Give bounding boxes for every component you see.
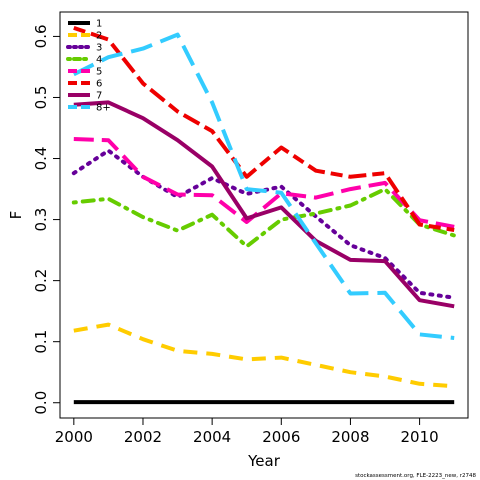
series-line-6 bbox=[73, 26, 455, 232]
y-tick-label: 0.6 bbox=[32, 24, 50, 48]
y-tick-label: 0.0 bbox=[32, 391, 50, 415]
series-line-5 bbox=[73, 137, 455, 229]
y-axis-title: F bbox=[7, 211, 25, 220]
y-tick-label: 0.5 bbox=[32, 86, 50, 110]
y-tick-label: 0.2 bbox=[32, 269, 50, 293]
x-tick-label: 2004 bbox=[193, 428, 231, 446]
y-tick-label: 0.4 bbox=[32, 147, 50, 171]
x-tick-label: 2008 bbox=[331, 428, 369, 446]
series-line-4 bbox=[71, 187, 457, 249]
x-tick-label: 2000 bbox=[55, 428, 93, 446]
y-axis: 0.0 0.1 0.2 0.3 0.4 0.5 0.6 bbox=[32, 24, 61, 415]
x-axis-title: Year bbox=[247, 452, 281, 470]
x-tick-label: 2010 bbox=[400, 428, 438, 446]
legend-label-7: 7 bbox=[96, 91, 102, 102]
legend-label-5: 5 bbox=[96, 67, 102, 78]
series-line-2 bbox=[73, 322, 455, 389]
x-tick-label: 2006 bbox=[262, 428, 300, 446]
legend-label-6: 6 bbox=[96, 79, 102, 90]
footer-note: stockassessment.org, FLE-2223_new, r2748 bbox=[355, 473, 476, 479]
legend-label-1: 1 bbox=[96, 19, 102, 30]
x-axis: 2000 2002 2004 2006 2008 2010 bbox=[55, 417, 439, 446]
y-tick-label: 0.3 bbox=[32, 208, 50, 232]
legend-label-8: 8+ bbox=[96, 103, 111, 114]
series-line-7 bbox=[73, 100, 455, 309]
legend-label-2: 2 bbox=[96, 31, 102, 42]
legend-label-4: 4 bbox=[96, 55, 102, 66]
series-lines bbox=[71, 26, 457, 405]
legend-label-3: 3 bbox=[96, 43, 102, 54]
series-line-8 bbox=[72, 32, 455, 340]
x-tick-label: 2002 bbox=[124, 428, 162, 446]
y-tick-label: 0.1 bbox=[32, 330, 50, 354]
